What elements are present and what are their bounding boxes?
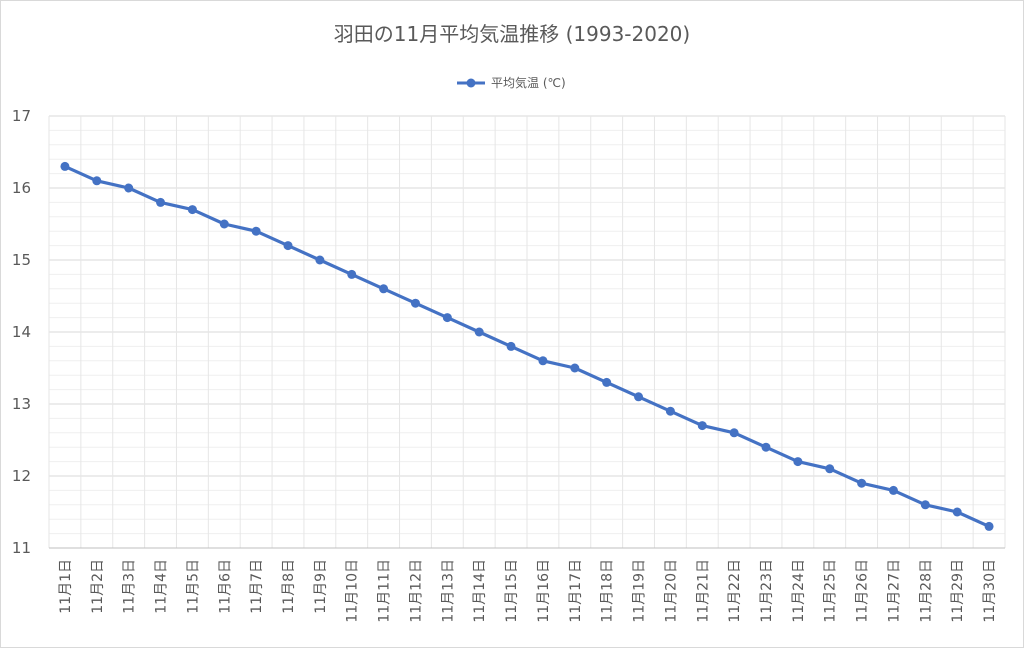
x-tick-label: 11月7日 [249,559,265,614]
data-point [602,377,612,387]
data-point [124,183,134,193]
y-tick-label: 15 [12,251,31,269]
x-tick-label: 11月22日 [727,559,743,623]
x-tick-label: 11月30日 [982,559,998,623]
data-point [538,356,548,366]
x-tick-label: 11月21日 [695,559,711,623]
x-tick-label: 11月12日 [408,559,424,623]
data-point [793,457,803,467]
data-point [156,197,166,207]
data-point [315,255,325,265]
data-point [729,428,739,438]
x-tick-label: 11月28日 [918,559,934,623]
x-tick-label: 11月20日 [663,559,679,623]
data-point [442,313,452,323]
y-axis-ticks: 11 12 13 14 15 16 17 [12,107,31,557]
x-tick-label: 11月5日 [185,559,201,614]
series-line [63,164,991,529]
x-tick-label: 11月27日 [886,559,902,623]
x-tick-label: 11月11日 [377,559,393,623]
x-tick-label: 11月24日 [791,559,807,623]
data-point [634,392,644,402]
data-point [857,478,867,488]
x-tick-label: 11月25日 [823,559,839,623]
x-tick-label: 11月29日 [950,559,966,623]
x-axis-ticks: 11月1日 11月2日 11月3日 11月4日 11月5日 11月6日 11月7日 11月8日… [58,559,998,623]
x-tick-label: 11月23日 [759,559,775,623]
data-point [92,176,102,186]
data-point [379,284,389,294]
x-tick-label: 11月9日 [313,559,329,614]
data-point [825,464,835,474]
legend-dot-marker [466,78,476,88]
data-point [251,226,261,236]
y-tick-label: 14 [12,323,31,341]
x-tick-label: 11月6日 [217,559,233,614]
data-point [474,327,484,337]
data-point [570,363,580,373]
data-point [506,341,516,351]
x-tick-label: 11月3日 [122,559,138,614]
y-tick-label: 13 [12,395,31,413]
x-tick-label: 11月18日 [600,559,616,623]
x-tick-label: 11月8日 [281,559,297,614]
x-tick-label: 11月10日 [345,559,361,623]
data-point [665,406,675,416]
data-point [697,421,707,431]
x-tick-label: 11月26日 [855,559,871,623]
legend-entry: 平均気温 (℃) [491,75,566,90]
legend: 平均気温 (℃) [457,75,566,90]
data-point [761,442,771,452]
data-point [60,161,70,171]
grid-lines [48,115,1006,549]
x-tick-label: 11月15日 [504,559,520,623]
data-point [283,241,293,251]
data-point [920,500,930,510]
data-point [984,521,994,531]
y-tick-label: 12 [12,467,31,485]
series-temperature [60,161,994,531]
data-point [952,507,962,517]
x-tick-label: 11月1日 [58,559,74,614]
x-tick-label: 11月14日 [472,559,488,623]
data-point [187,205,197,215]
chart-title: 羽田の11月平均気温推移 (1993-2020) [334,22,690,46]
x-tick-label: 11月19日 [632,559,648,623]
y-tick-label: 17 [12,107,31,125]
data-point [219,219,229,229]
data-point [347,269,357,279]
data-point [410,298,420,308]
x-tick-label: 11月4日 [154,559,170,614]
x-tick-label: 11月13日 [440,559,456,623]
x-tick-label: 11月16日 [536,559,552,623]
y-tick-label: 11 [12,539,31,557]
x-tick-label: 11月17日 [568,559,584,623]
x-tick-label: 11月2日 [90,559,106,614]
y-tick-label: 16 [12,179,31,197]
data-point [888,485,898,495]
